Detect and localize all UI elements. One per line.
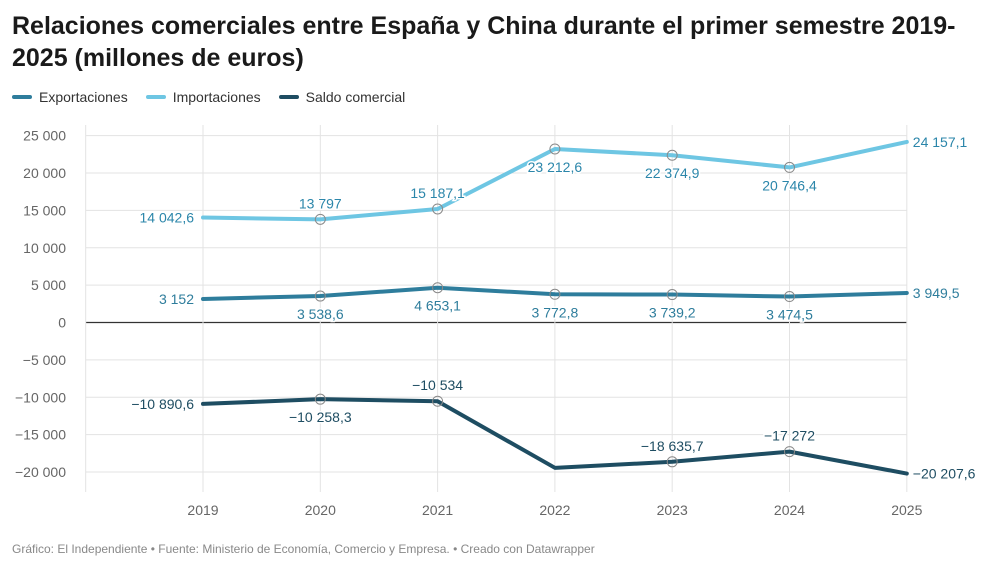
x-tick-label: 2025 bbox=[891, 502, 922, 518]
data-label: 3 538,6 bbox=[297, 306, 344, 322]
legend-label: Importaciones bbox=[172, 89, 261, 105]
y-tick-label: −10 000 bbox=[15, 389, 66, 405]
data-point-marker bbox=[432, 395, 444, 407]
data-point-marker bbox=[666, 456, 678, 468]
data-label: −10 258,3 bbox=[289, 409, 352, 425]
legend-label: Exportaciones bbox=[39, 89, 128, 105]
x-tick-label: 2024 bbox=[774, 502, 805, 518]
x-tick-label: 2022 bbox=[539, 502, 570, 518]
legend-item: Saldo comercial bbox=[278, 89, 406, 105]
data-label: 20 746,4 bbox=[762, 177, 817, 193]
series-line-saldo-comercial bbox=[201, 397, 909, 476]
y-tick-label: 0 bbox=[58, 315, 66, 331]
legend: Exportaciones Importaciones Saldo comercia… bbox=[12, 89, 405, 105]
data-point-marker bbox=[784, 161, 795, 173]
legend-item: Exportaciones bbox=[12, 89, 128, 105]
y-tick-label: −15 000 bbox=[15, 427, 66, 443]
data-label: −18 635,7 bbox=[641, 438, 704, 454]
data-label: 23 212,6 bbox=[528, 159, 583, 175]
data-label: 4 653,1 bbox=[414, 298, 461, 314]
legend-swatch bbox=[145, 95, 166, 99]
legend-swatch bbox=[12, 95, 32, 99]
data-label: 3 772,8 bbox=[532, 304, 579, 320]
y-tick-label: −5 000 bbox=[23, 352, 66, 368]
data-point-marker bbox=[549, 143, 561, 155]
data-label: −20 207,6 bbox=[913, 466, 976, 482]
data-point-marker bbox=[432, 203, 444, 215]
data-point-marker bbox=[432, 282, 444, 294]
x-tick-label: 2020 bbox=[305, 502, 336, 518]
chart-title: Relaciones comerciales entre España y Ch… bbox=[12, 12, 956, 72]
data-point-marker bbox=[784, 446, 795, 458]
data-label: 3 739,2 bbox=[649, 305, 696, 321]
series-line-exportaciones bbox=[201, 285, 909, 301]
y-tick-label: −20 000 bbox=[15, 464, 66, 480]
y-tick-label: 20 000 bbox=[23, 165, 66, 181]
x-tick-label: 2023 bbox=[657, 502, 688, 518]
data-point-marker bbox=[666, 149, 678, 161]
data-label: 24 157,1 bbox=[913, 134, 968, 150]
data-label: 3 152 bbox=[159, 291, 194, 307]
data-label: −10 534 bbox=[412, 377, 463, 393]
series-line-importaciones bbox=[201, 139, 909, 222]
data-point-marker bbox=[549, 288, 561, 300]
source-text: Gráfico: El Independiente • Fuente: Mini… bbox=[12, 542, 595, 556]
data-point-marker bbox=[314, 393, 326, 405]
data-label: 15 187,1 bbox=[410, 185, 465, 201]
data-label: 14 042,6 bbox=[140, 210, 195, 226]
data-point-marker bbox=[314, 213, 326, 225]
data-point-marker bbox=[784, 291, 795, 303]
footer-source: Gráfico: El Independiente • Fuente: Mini… bbox=[12, 542, 599, 556]
x-tick-label: 2021 bbox=[422, 502, 453, 518]
legend-item: Importaciones bbox=[145, 89, 261, 105]
line-chart: 25 000 20 000 15 000 10 000 5 000 0 −5 000 −10 … bbox=[15, 125, 977, 518]
legend-swatch bbox=[278, 95, 299, 99]
data-label: −10 890,6 bbox=[131, 396, 194, 412]
x-tick-label: 2019 bbox=[187, 502, 218, 518]
y-tick-label: 15 000 bbox=[23, 202, 66, 218]
data-label: 3 474,5 bbox=[766, 307, 813, 323]
y-tick-label: 10 000 bbox=[23, 240, 66, 256]
y-tick-label: 25 000 bbox=[23, 128, 66, 144]
data-label: 3 949,5 bbox=[913, 285, 960, 301]
data-label: −17 272 bbox=[764, 428, 815, 444]
data-point-marker bbox=[666, 289, 678, 301]
data-point-marker bbox=[314, 290, 326, 302]
data-label: 13 797 bbox=[299, 195, 342, 211]
legend-label: Saldo comercial bbox=[305, 89, 406, 105]
data-label: 22 374,9 bbox=[645, 165, 700, 181]
y-tick-label: 5 000 bbox=[31, 277, 66, 293]
